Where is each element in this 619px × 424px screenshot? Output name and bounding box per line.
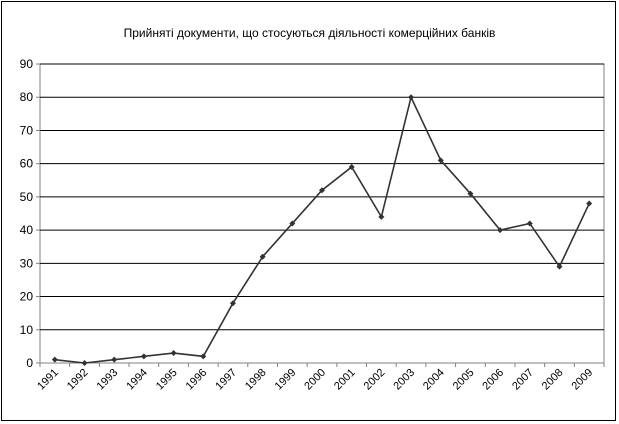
data-point xyxy=(586,200,593,207)
x-tick-label: 2006 xyxy=(480,367,506,393)
x-tick-label: 2007 xyxy=(510,367,536,393)
x-tick-label: 2000 xyxy=(302,367,328,393)
x-tick-label: 1999 xyxy=(273,367,299,393)
x-tick-label: 1997 xyxy=(213,367,239,393)
x-tick-label: 2005 xyxy=(451,367,477,393)
chart-title: Прийняті документи, що стосуються діяльн… xyxy=(123,26,496,40)
data-point xyxy=(437,157,444,164)
data-point xyxy=(348,163,355,170)
data-point xyxy=(81,360,88,366)
y-tick-label: 80 xyxy=(20,90,34,104)
y-tick-label: 70 xyxy=(20,123,34,137)
plot-area xyxy=(39,63,605,364)
data-point xyxy=(378,213,385,220)
x-tick-label: 2009 xyxy=(569,367,595,393)
data-point xyxy=(200,353,207,360)
y-tick-label: 90 xyxy=(20,57,34,71)
x-tick-label: 1998 xyxy=(243,367,269,393)
x-tick-label: 1995 xyxy=(154,367,180,393)
x-axis-ticks: 1991 1992 1993 1994 1995 1996 1997 1998 1999 2000… xyxy=(35,363,605,393)
data-point xyxy=(229,300,236,307)
data-point xyxy=(408,94,415,101)
gridlines xyxy=(40,63,604,331)
data-point xyxy=(259,253,266,260)
data-point xyxy=(526,220,533,227)
data-point xyxy=(170,350,177,357)
x-tick-label: 1992 xyxy=(65,367,91,393)
y-tick-label: 50 xyxy=(20,190,34,204)
y-tick-label: 0 xyxy=(26,356,33,370)
y-tick-label: 40 xyxy=(20,223,34,237)
y-axis-ticks: 0 10 20 30 40 50 60 70 80 90 xyxy=(20,57,604,370)
data-point xyxy=(497,227,504,234)
x-tick-label: 2008 xyxy=(540,367,566,393)
y-tick-label: 60 xyxy=(20,157,34,171)
y-tick-label: 10 xyxy=(20,323,34,337)
x-tick-label: 1996 xyxy=(184,367,210,393)
y-tick-label: 30 xyxy=(20,256,34,270)
x-tick-label: 2004 xyxy=(421,367,447,393)
x-tick-label: 2003 xyxy=(391,367,417,393)
data-point xyxy=(556,263,563,270)
x-tick-label: 1991 xyxy=(35,367,61,393)
x-tick-label: 1994 xyxy=(124,367,150,393)
x-tick-label: 2001 xyxy=(332,367,358,393)
data-point xyxy=(289,220,296,227)
data-point xyxy=(467,190,474,197)
data-point xyxy=(140,353,147,360)
x-tick-label: 1993 xyxy=(95,367,121,393)
data-point xyxy=(111,356,118,363)
x-tick-label: 2002 xyxy=(362,367,388,393)
y-tick-label: 20 xyxy=(20,290,34,304)
data-point xyxy=(319,187,325,194)
series-layer xyxy=(51,94,593,366)
data-point xyxy=(51,356,58,363)
